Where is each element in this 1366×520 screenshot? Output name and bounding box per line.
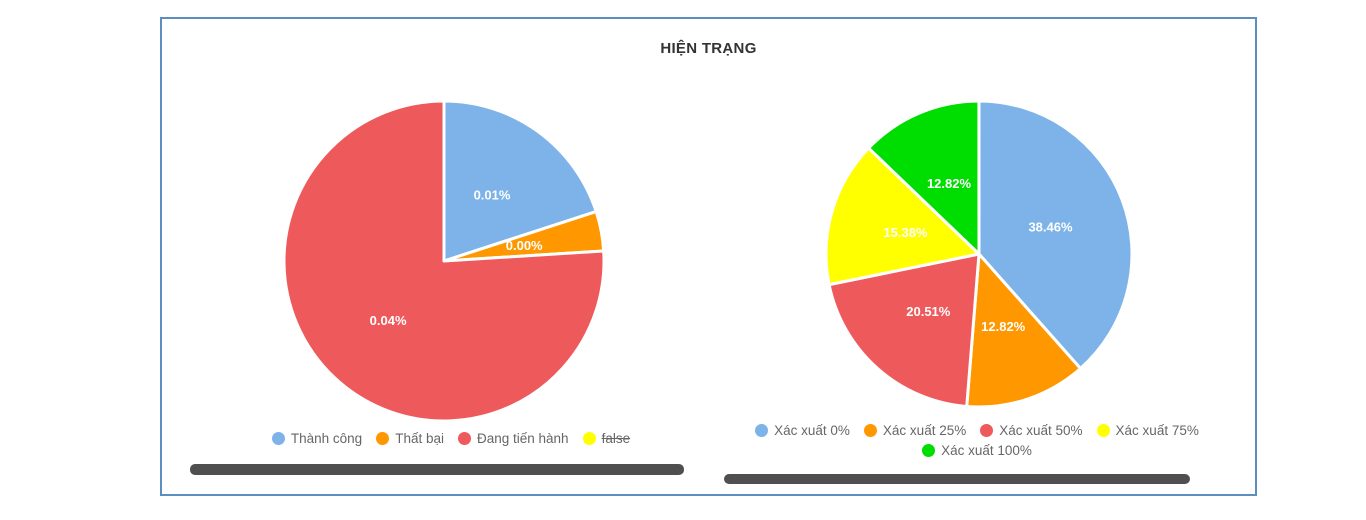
legend-item-0[interactable]: Xác xuất 0% bbox=[755, 423, 850, 438]
pie-slice-0[interactable] bbox=[442, 99, 598, 263]
legend-item-3[interactable]: false bbox=[582, 431, 631, 446]
legend-color-dot bbox=[980, 424, 994, 437]
legend-label: Xác xuất 50% bbox=[999, 423, 1083, 438]
legend-item-3[interactable]: Xác xuất 75% bbox=[1096, 423, 1199, 438]
legend-color-dot bbox=[582, 432, 596, 445]
pie-slice-2[interactable] bbox=[827, 252, 981, 409]
legend-color-dot bbox=[863, 424, 877, 437]
pie-data-label: 0.04% bbox=[370, 313, 407, 328]
legend-color-dot bbox=[755, 424, 769, 437]
legend-color-dot bbox=[271, 432, 285, 445]
legend-status: Thành công Thất bại Đang tiến hành false bbox=[177, 431, 725, 446]
legend-label: Đang tiến hành bbox=[476, 431, 569, 446]
legend-color-dot bbox=[457, 432, 471, 445]
status-panel: HIỆN TRẠNG 0.01% 0.00% 0.04% 38.46% 12.82% 2… bbox=[160, 17, 1257, 496]
pie-data-label: 15.38% bbox=[883, 225, 928, 240]
legend-item-2[interactable]: Xác xuất 50% bbox=[980, 423, 1083, 438]
panel-title: HIỆN TRẠNG bbox=[660, 40, 757, 57]
legend-item-1[interactable]: Xác xuất 25% bbox=[863, 423, 967, 438]
pie-slice-1[interactable] bbox=[965, 252, 1082, 409]
pie-chart-probability: 38.46% 12.82% 20.51% 15.38% 12.82% bbox=[824, 99, 1134, 409]
pie-data-label: 12.82% bbox=[981, 319, 1026, 334]
pie-slice-3[interactable] bbox=[824, 146, 981, 287]
legend-color-dot bbox=[922, 444, 936, 457]
horizontal-scrollbar-thumb-right[interactable] bbox=[724, 474, 1190, 484]
legend-probability: Xác xuất 0% Xác xuất 25% Xác xuất 50% Xác x… bbox=[732, 423, 1222, 458]
pie-data-label: 0.01% bbox=[474, 188, 511, 203]
legend-item-1[interactable]: Thất bại bbox=[376, 431, 444, 446]
pie-slice-2[interactable] bbox=[282, 99, 606, 423]
pie-data-label: 38.46% bbox=[1028, 219, 1073, 234]
pie-slice-4[interactable] bbox=[867, 99, 981, 256]
legend-color-dot bbox=[1096, 424, 1110, 437]
legend-label: Xác xuất 75% bbox=[1115, 423, 1199, 438]
pie-slice-0[interactable] bbox=[977, 99, 1134, 371]
legend-color-dot bbox=[376, 432, 390, 445]
legend-label: false bbox=[601, 431, 631, 446]
pie-data-label: 20.51% bbox=[906, 304, 951, 319]
legend-item-0[interactable]: Thành công bbox=[271, 431, 363, 446]
horizontal-scrollbar-thumb-left[interactable] bbox=[190, 464, 684, 475]
legend-label: Xác xuất 0% bbox=[774, 423, 850, 438]
legend-label: Thất bại bbox=[395, 431, 444, 446]
pie-data-label: 0.00% bbox=[506, 238, 543, 253]
legend-item-4[interactable]: Xác xuất 100% bbox=[922, 443, 1032, 458]
legend-item-2[interactable]: Đang tiến hành bbox=[457, 431, 569, 446]
pie-data-label: 12.82% bbox=[927, 176, 972, 191]
legend-label: Xác xuất 25% bbox=[882, 423, 967, 438]
legend-label: Thành công bbox=[290, 431, 363, 446]
legend-label: Xác xuất 100% bbox=[941, 443, 1032, 458]
pie-chart-status: 0.01% 0.00% 0.04% bbox=[282, 99, 606, 423]
